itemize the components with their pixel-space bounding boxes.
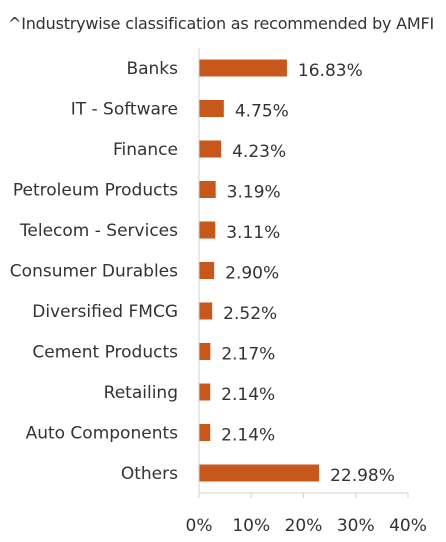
bar — [199, 383, 211, 401]
x-tick-label: 40% — [389, 516, 427, 536]
value-label: 2.14% — [221, 426, 275, 446]
category-label: Telecom - Services — [19, 221, 178, 241]
value-label: 2.14% — [221, 385, 275, 405]
bar — [199, 302, 213, 320]
category-label: Banks — [126, 59, 178, 79]
bar — [199, 343, 211, 360]
bar — [199, 181, 216, 198]
category-label: Retailing — [104, 383, 178, 403]
category-label: Auto Components — [26, 424, 179, 444]
bar — [199, 100, 224, 117]
value-label: 2.90% — [225, 264, 279, 284]
category-label: Consumer Durables — [10, 262, 178, 282]
x-tick-label: 30% — [337, 516, 375, 536]
x-axis: 0% 10% 20% 30% 40% — [186, 48, 427, 536]
x-tick-label: 0% — [186, 516, 213, 536]
value-label: 22.98% — [330, 466, 395, 486]
bar — [199, 221, 216, 239]
category-label: Finance — [113, 140, 178, 160]
bar — [199, 59, 287, 77]
x-tick-label: 10% — [232, 516, 270, 536]
category-label: Others — [121, 464, 178, 484]
bars-layer: Banks 16.83% IT - Software 4.75% Finance 4.23… — [10, 59, 395, 486]
chart-title: ^Industrywise classification as recommen… — [8, 14, 435, 33]
bar — [199, 262, 215, 279]
value-label: 2.17% — [221, 345, 275, 365]
category-label: IT - Software — [71, 100, 178, 120]
bar — [199, 424, 211, 441]
value-label: 4.23% — [232, 142, 286, 162]
value-label: 4.75% — [235, 102, 289, 122]
x-tick-label: 20% — [285, 516, 323, 536]
value-label: 3.11% — [226, 223, 280, 243]
category-label: Petroleum Products — [13, 181, 178, 201]
category-label: Diversified FMCG — [32, 302, 178, 322]
bar — [199, 464, 320, 482]
value-label: 3.19% — [227, 183, 281, 203]
category-label: Cement Products — [32, 343, 178, 363]
value-label: 2.52% — [223, 304, 277, 324]
bar — [199, 140, 222, 158]
value-label: 16.83% — [298, 61, 363, 81]
